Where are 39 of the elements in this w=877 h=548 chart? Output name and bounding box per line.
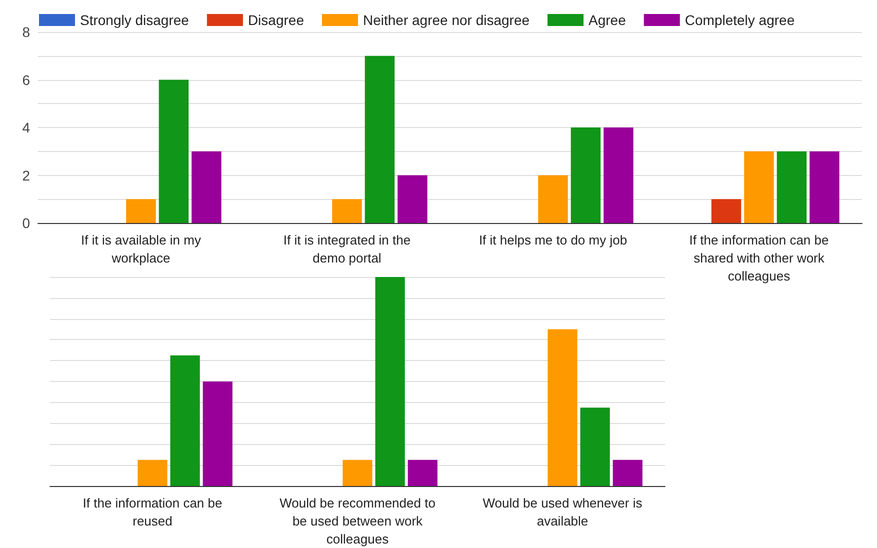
bar <box>612 460 642 486</box>
x-tick-label: Would be used whenever is available <box>482 496 643 528</box>
bar <box>538 175 568 223</box>
bar <box>398 175 428 223</box>
bar <box>126 199 156 223</box>
legend-label: Neither agree nor disagree <box>362 12 530 28</box>
bar <box>364 56 395 223</box>
bar <box>776 151 807 223</box>
bar <box>408 460 438 486</box>
bar <box>170 355 200 486</box>
bar <box>711 199 742 223</box>
x-tick-label: If the information can be reused <box>82 496 222 528</box>
legend-label: Disagree <box>248 12 304 28</box>
bar <box>158 80 189 223</box>
x-tick-label: Would be recommended to be used between work colleagues <box>280 496 436 546</box>
x-tick-label: If it is available in my workplace <box>81 232 202 266</box>
y-tick-label: 8 <box>22 24 30 40</box>
bar <box>202 382 232 486</box>
bar <box>580 408 610 486</box>
y-tick-label: 2 <box>22 167 30 184</box>
legend-label: Completely agree <box>684 12 795 28</box>
bar <box>332 199 362 223</box>
bar <box>375 277 405 486</box>
bar <box>192 151 222 223</box>
bar <box>810 151 840 223</box>
bar <box>744 151 774 223</box>
legend-label: Agree <box>588 12 626 28</box>
bar <box>604 128 634 223</box>
legend-label: Strongly disagree <box>80 12 190 28</box>
bar <box>548 329 578 486</box>
y-tick-label: 0 <box>22 215 30 231</box>
y-tick-label: 6 <box>22 72 30 88</box>
x-tick-label: If it is integrated in the demo portal <box>283 232 411 266</box>
bar <box>138 460 168 486</box>
x-tick-label: If it helps me to do my job <box>478 232 628 248</box>
bar <box>570 128 601 223</box>
bar <box>342 460 372 486</box>
y-tick-label: 4 <box>22 120 30 136</box>
x-tick-label: If the information can be shared with other work colleagues <box>689 232 829 284</box>
